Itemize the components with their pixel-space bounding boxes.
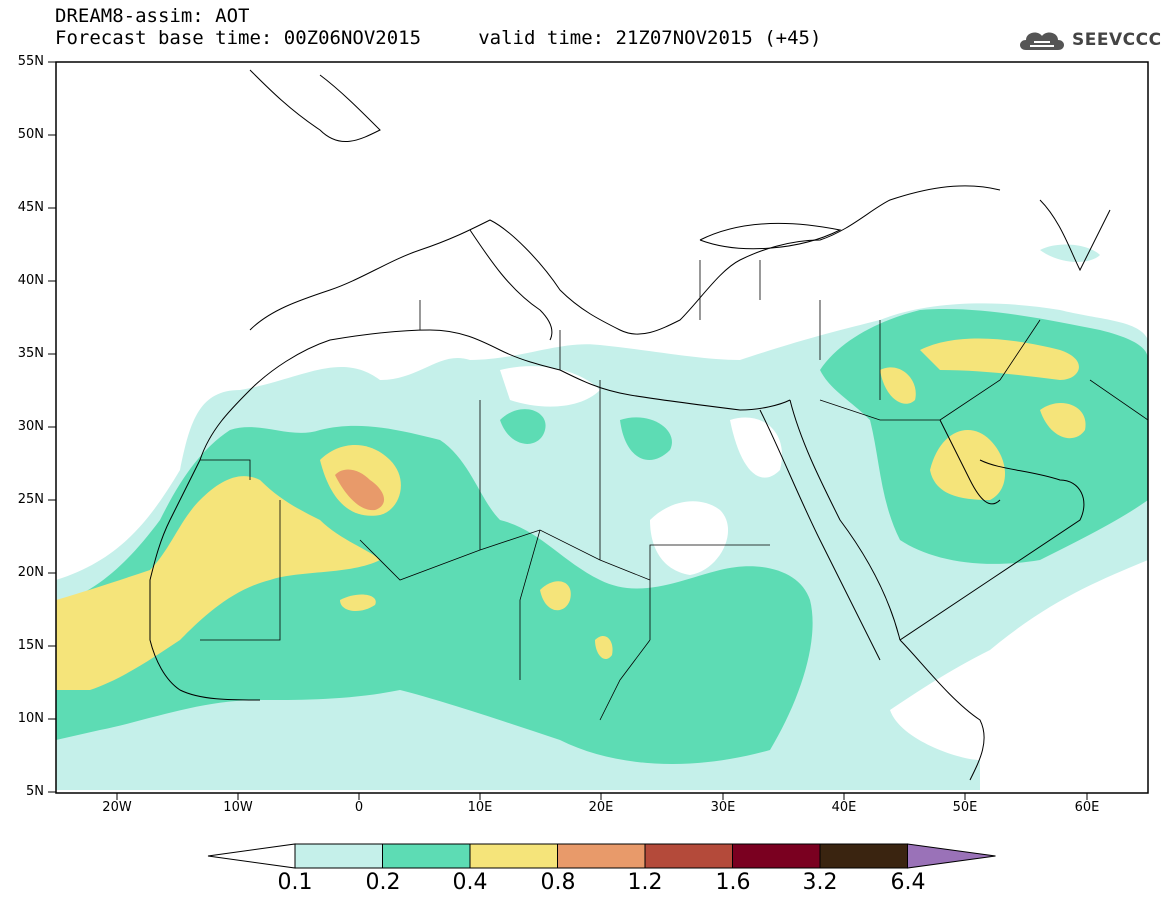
seevccc-logo: SEEVCCC (1016, 26, 1162, 54)
lat-label: 10N (17, 711, 44, 726)
coastline-italy (469, 229, 553, 341)
lat-label: 45N (17, 200, 44, 215)
aot-contour-0.8 (335, 469, 385, 511)
colorbar-max-arrow (907, 843, 996, 869)
aot-contour-0.1-east (1040, 244, 1100, 262)
map-subtitle: Forecast base time: 00Z06NOV2015 valid t… (55, 27, 822, 49)
colorbar-label: 6.4 (890, 870, 926, 895)
lat-label: 50N (17, 127, 44, 142)
lat-label: 20N (17, 565, 44, 580)
colorbar-swatch (469, 843, 558, 869)
colorbar-label: 0.4 (452, 870, 488, 895)
cloud-icon (1020, 32, 1064, 50)
colorbar-swatch (732, 843, 821, 869)
colorbar-label: 1.6 (715, 870, 751, 895)
lon-label: 10E (467, 800, 493, 815)
colorbar-label: 0.8 (540, 870, 576, 895)
coastline-africa-north (199, 329, 791, 461)
coastline-africa-west (149, 459, 261, 701)
coastline-red-sea (759, 399, 901, 661)
lon-label: 20E (588, 800, 614, 815)
lat-label: 35N (17, 346, 44, 361)
lon-label: 0 (354, 800, 364, 815)
lat-label: 25N (17, 492, 44, 507)
coastline-gulf (939, 419, 1001, 505)
colorbar-swatch (294, 843, 383, 869)
coastline-uk (249, 69, 381, 143)
logo-text: SEEVCCC (1072, 30, 1162, 50)
lon-label: 10W (223, 800, 253, 815)
lon-label: 40E (831, 800, 857, 815)
coastline-horn (899, 639, 985, 781)
coastline-caspian (1039, 199, 1111, 272)
colorbar-label: 0.2 (365, 870, 401, 895)
lat-label: 30N (17, 419, 44, 434)
colorbar-label: 0.1 (277, 870, 313, 895)
lon-label: 20W (102, 800, 132, 815)
coastline-europe (249, 185, 1001, 335)
colorbar-swatch (557, 843, 646, 869)
map-title: DREAM8-assim: AOT (55, 5, 250, 27)
coastline-black-sea (699, 222, 842, 250)
coastline-arabia (899, 459, 1085, 641)
lat-label: 5N (26, 784, 44, 799)
colorbar-swatch (644, 843, 733, 869)
colorbar-swatch (382, 843, 471, 869)
colorbar-swatch (819, 843, 908, 869)
colorbar-label: 3.2 (802, 870, 838, 895)
aot-field (56, 69, 1148, 790)
lon-label: 30E (710, 800, 736, 815)
lat-label: 55N (17, 54, 44, 69)
lon-label: 50E (952, 800, 978, 815)
country-borders (200, 260, 1148, 721)
colorbar-label: 1.2 (627, 870, 663, 895)
lat-label: 40N (17, 273, 44, 288)
axis-ticks (48, 61, 1088, 800)
lon-label: 60E (1074, 800, 1100, 815)
colorbar-min-arrow (207, 843, 296, 869)
aot-contour-0.4 (56, 476, 380, 690)
lat-label: 15N (17, 638, 44, 653)
